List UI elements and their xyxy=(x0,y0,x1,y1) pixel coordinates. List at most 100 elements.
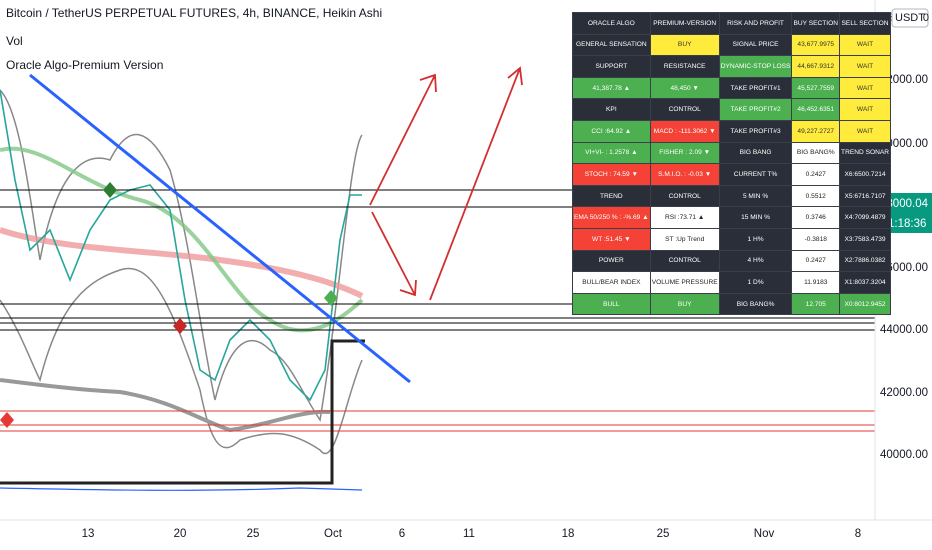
table-cell: X2:7886.0382 xyxy=(839,249,892,273)
table-cell: BUY xyxy=(649,33,720,57)
table-cell: BIG BANG% xyxy=(791,141,841,165)
band-lower xyxy=(0,267,363,454)
signals xyxy=(0,182,338,428)
time-label: 20 xyxy=(174,528,187,540)
table-cell: BUY SECTION xyxy=(791,12,841,35)
table-cell: MACD : -111.3062 ▼ xyxy=(649,119,720,143)
table-cell: X3:7583.4739 xyxy=(839,227,892,251)
table-cell: RISK AND PROFIT xyxy=(718,12,793,35)
time-label: Oct xyxy=(324,528,343,540)
table-cell: WAIT xyxy=(839,98,892,121)
table-cell: BULL xyxy=(572,292,651,316)
table-cell: TREND SONAR xyxy=(839,141,892,165)
table-cell: 43,677.9975 xyxy=(791,33,841,57)
table-cell: X4:7099.4879 xyxy=(839,206,892,229)
table-cell: -0.3818 xyxy=(791,227,841,251)
time-label: 25 xyxy=(247,528,260,540)
time-label: 8 xyxy=(855,528,861,540)
table-row: TREND CONTROL 5 MIN % 0.5512 X5:6716.7107 xyxy=(572,184,892,208)
currency: USDT xyxy=(895,12,925,24)
table-cell: BUY xyxy=(649,292,720,316)
table-cell: 12.705 xyxy=(791,292,841,316)
price-label: 46000.00 xyxy=(880,262,928,274)
table-row: GENERAL SENSATION BUY SIGNAL PRICE 43,677.9… xyxy=(572,33,892,57)
table-cell: X5:6716.7107 xyxy=(839,184,892,208)
table-cell: WAIT xyxy=(839,119,892,143)
table-cell: RESISTANCE xyxy=(649,55,720,78)
oracle-table: ORACLE ALGO PREMIUM-VERSION RISK AND PROFI… xyxy=(572,12,892,316)
price-label: 52000.00 xyxy=(880,74,928,86)
trend-line xyxy=(29,73,411,384)
currency-box xyxy=(891,8,929,28)
table-cell: FISHER : 2.09 ▼ xyxy=(649,141,720,165)
price-path xyxy=(0,89,362,402)
table-row: CCI :64.92 ▲ MACD : -111.3062 ▼ TAKE PROFI… xyxy=(572,119,892,143)
table-cell: S.M.I.O. : -0.03 ▼ xyxy=(649,163,720,186)
table-cell: WAIT xyxy=(839,76,892,100)
table-cell: VOLUME PRESSURE xyxy=(649,271,720,294)
current-price: 48000.04 xyxy=(880,198,929,210)
time-label: 11 xyxy=(463,528,475,540)
symbol-title: Bitcoin / TetherUS PERPETUAL FUTURES, 4h… xyxy=(6,6,383,20)
table-cell: CONTROL xyxy=(649,249,720,273)
table-cell: 48,450 ▼ xyxy=(649,76,720,100)
table-row: KPI CONTROL TAKE PROFIT#2 46,452.6351 WAIT xyxy=(572,98,892,121)
table-cell: WT :51.45 ▼ xyxy=(572,227,651,251)
range-box xyxy=(0,339,365,485)
band-base xyxy=(0,378,331,433)
table-row: SUPPORT RESISTANCE DYNAMIC-STOP LOSS 44,667… xyxy=(572,55,892,78)
currency-suffix: 0 xyxy=(923,12,929,24)
table-cell: X0:8012.9452 xyxy=(839,292,892,316)
time-label: 6 xyxy=(399,528,405,540)
ma-slow xyxy=(0,227,364,299)
table-cell: KPI xyxy=(572,98,651,121)
table-row: EMA 50/250 % : -%.69 ▲ RSI :73.71 ▲ 15 MIN… xyxy=(572,206,892,229)
table-row: ORACLE ALGO PREMIUM-VERSION RISK AND PROFI… xyxy=(572,12,892,35)
table-cell: GENERAL SENSATION xyxy=(572,33,651,57)
table-cell: 1 D% xyxy=(718,271,793,294)
time-label: 13 xyxy=(82,528,95,540)
volume-ma xyxy=(0,487,363,491)
table-cell: EMA 50/250 % : -%.69 ▲ xyxy=(572,206,651,229)
table-row: STOCH : 74.59 ▼ S.M.I.O. : -0.03 ▼ CURRENT… xyxy=(572,163,892,186)
table-cell: SIGNAL PRICE xyxy=(718,33,793,57)
table-cell: X6:6500.7214 xyxy=(839,163,892,186)
table-cell: TAKE PROFIT#3 xyxy=(718,119,793,143)
table-cell: 46,452.6351 xyxy=(791,98,841,121)
table-cell: 0.3746 xyxy=(791,206,841,229)
table-cell: 49,227.2727 xyxy=(791,119,841,143)
table-cell: 11.9183 xyxy=(791,271,841,294)
table-cell: CONTROL xyxy=(649,98,720,121)
price-label: 50000.00 xyxy=(880,138,928,150)
price-label: 40000.00 xyxy=(880,449,928,461)
table-cell: BIG BANG% xyxy=(718,292,793,316)
table-cell: CCI :64.92 ▲ xyxy=(572,119,651,143)
table-cell: 44,667.9312 xyxy=(791,55,841,78)
table-cell: BULL/BEAR INDEX xyxy=(572,271,651,294)
table-cell: BIG BANG xyxy=(718,141,793,165)
arrows xyxy=(369,66,523,301)
table-row: POWER CONTROL 4 H% 0.2427 X2:7886.0382 xyxy=(572,249,892,273)
table-cell: 0.2427 xyxy=(791,249,841,273)
time-label: 18 xyxy=(562,528,575,540)
table-row: 41,387.78 ▲ 48,450 ▼ TAKE PROFIT#1 45,527.7… xyxy=(572,76,892,100)
table-cell: 0.2427 xyxy=(791,163,841,186)
table-cell: STOCH : 74.59 ▼ xyxy=(572,163,651,186)
table-cell: POWER xyxy=(572,249,651,273)
table-row: WT :51.45 ▼ ST :Up Trend 1 H% -0.3818 X3:758… xyxy=(572,227,892,251)
table-cell: 4 H% xyxy=(718,249,793,273)
table-cell: 0.5512 xyxy=(791,184,841,208)
table-cell: 41,387.78 ▲ xyxy=(572,76,651,100)
table-cell: 45,527.7559 xyxy=(791,76,841,100)
table-cell: X1:8037.3204 xyxy=(839,271,892,294)
table-row: BULL BUY BIG BANG% 12.705 X0:8012.9452 xyxy=(572,292,892,316)
table-cell: ORACLE ALGO xyxy=(572,12,651,35)
table-cell: TAKE PROFIT#2 xyxy=(718,98,793,121)
table-cell: PREMIUM-VERSION xyxy=(649,12,720,35)
table-cell: DYNAMIC-STOP LOSS xyxy=(718,55,793,78)
band-upper xyxy=(0,89,363,422)
table-row: VI+VI- : 1.2578 ▲ FISHER : 2.09 ▼ BIG BANG… xyxy=(572,141,892,165)
table-cell: CURRENT T% xyxy=(718,163,793,186)
volume-label: Vol xyxy=(6,34,23,48)
table-cell: SELL SECTION xyxy=(839,12,892,35)
